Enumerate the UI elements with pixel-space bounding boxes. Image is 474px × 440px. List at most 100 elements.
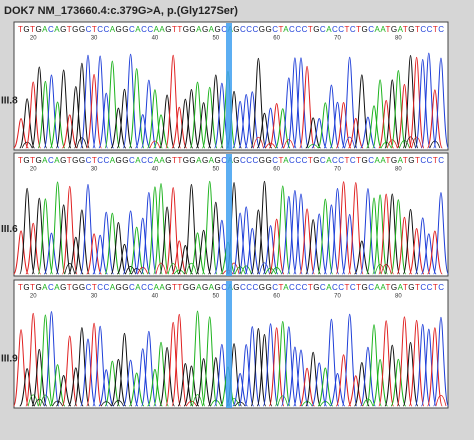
trace-peak	[232, 373, 248, 407]
position-number: 20	[30, 167, 37, 173]
trace-peak	[262, 107, 279, 149]
trace-peak	[299, 208, 315, 275]
trace-peak	[250, 57, 267, 149]
trace-peak	[55, 375, 72, 407]
trace-peak	[104, 360, 121, 407]
position-number: 30	[91, 167, 98, 173]
trace-peak	[134, 217, 151, 275]
trace-peak	[274, 185, 291, 275]
trace-peak	[74, 327, 90, 407]
trace-peak	[378, 193, 395, 275]
trace-peak	[195, 229, 212, 275]
trace-peak	[86, 322, 102, 407]
trace-peak	[274, 108, 291, 149]
trace-peak	[67, 236, 84, 275]
trace-peak	[305, 351, 322, 407]
trace-peak	[427, 89, 443, 149]
trace-peak	[189, 232, 206, 275]
trace-peak	[195, 358, 212, 407]
trace-noise	[399, 139, 410, 149]
trace-peak	[201, 86, 218, 149]
trace-peak	[238, 94, 255, 149]
variant-highlight	[226, 154, 232, 276]
trace-noise	[173, 269, 185, 275]
trace-peak	[134, 114, 151, 149]
trace-peak	[335, 354, 352, 407]
position-number: 50	[212, 167, 219, 173]
trace-peak	[414, 217, 431, 275]
trace-peak	[19, 187, 35, 275]
trace-noise	[411, 136, 423, 149]
trace-noise	[380, 141, 392, 149]
sample-label: III.6	[1, 224, 18, 235]
trace-peak	[390, 358, 407, 407]
trace-noise	[362, 398, 374, 407]
trace-peak	[128, 68, 145, 149]
trace-peak	[31, 348, 48, 407]
trace-peak	[159, 206, 175, 275]
trace-peak	[360, 346, 376, 407]
trace-peak	[287, 57, 303, 149]
trace-peak	[256, 112, 273, 149]
variant-highlight	[226, 23, 232, 150]
trace-peak	[74, 209, 90, 275]
trace-peak	[378, 320, 395, 407]
trace-noise	[186, 262, 197, 275]
trace-noise	[64, 263, 76, 275]
trace-peak	[171, 106, 188, 149]
trace-peak	[183, 184, 200, 275]
trace-peak	[207, 201, 224, 275]
trace-peak	[305, 117, 322, 149]
trace-peak	[347, 117, 364, 149]
trace-peak	[372, 79, 388, 149]
position-number: 60	[273, 167, 280, 173]
trace-peak	[305, 219, 322, 275]
trace-noise	[386, 139, 398, 149]
figure-title: DOK7 NM_173660.4:c.379G>A, p.(Gly127Ser)	[4, 5, 238, 17]
trace-noise	[52, 400, 63, 407]
chromatogram-panel: TGTGACAGTGGCTCCAGGCACCAAGTTGGAGAGCAGCCCG…	[1, 152, 449, 277]
sample-label: III.9	[1, 354, 18, 365]
trace-peak	[262, 225, 279, 275]
trace-peak	[335, 181, 352, 275]
trace-peak	[311, 213, 328, 275]
trace-peak	[13, 118, 29, 149]
trace-noise	[192, 394, 203, 407]
trace-peak	[353, 240, 370, 275]
trace-peak	[153, 114, 169, 149]
trace-noise	[149, 140, 161, 149]
trace-noise	[259, 262, 270, 275]
trace-peak	[189, 310, 206, 407]
trace-peak	[25, 81, 42, 149]
trace-peak	[147, 186, 163, 275]
trace-peak	[280, 195, 297, 275]
trace-peak	[353, 74, 370, 149]
trace-peak	[122, 53, 139, 149]
position-number: 80	[395, 167, 402, 173]
trace-peak	[372, 359, 388, 407]
trace-peak	[140, 330, 157, 407]
trace-noise	[380, 264, 392, 275]
trace-peak	[37, 314, 54, 407]
trace-peak	[61, 185, 78, 275]
trace-peak	[366, 105, 382, 149]
trace-peak	[420, 328, 437, 407]
trace-noise	[374, 264, 386, 275]
base-calls: TGTGACAGTGGCTCCAGGCACCAAGTTGGAGAGCAGCCCG…	[18, 283, 444, 292]
position-number: 20	[30, 294, 37, 300]
trace-peak	[341, 213, 358, 275]
position-number: 60	[273, 294, 280, 300]
chromatogram-panel: TGTGACAGTGGCTCCAGGCACCAAGTTGGAGAGCAGCCCG…	[1, 21, 449, 151]
trace-peak	[280, 326, 297, 407]
trace-peak	[329, 188, 346, 275]
trace-peak	[122, 359, 139, 407]
trace-peak	[49, 364, 66, 407]
position-number: 20	[30, 36, 37, 42]
trace-peak	[122, 210, 139, 275]
trace-peak	[55, 204, 72, 275]
trace-noise	[344, 136, 356, 149]
trace-peak	[80, 54, 96, 149]
trace-noise	[131, 267, 143, 275]
